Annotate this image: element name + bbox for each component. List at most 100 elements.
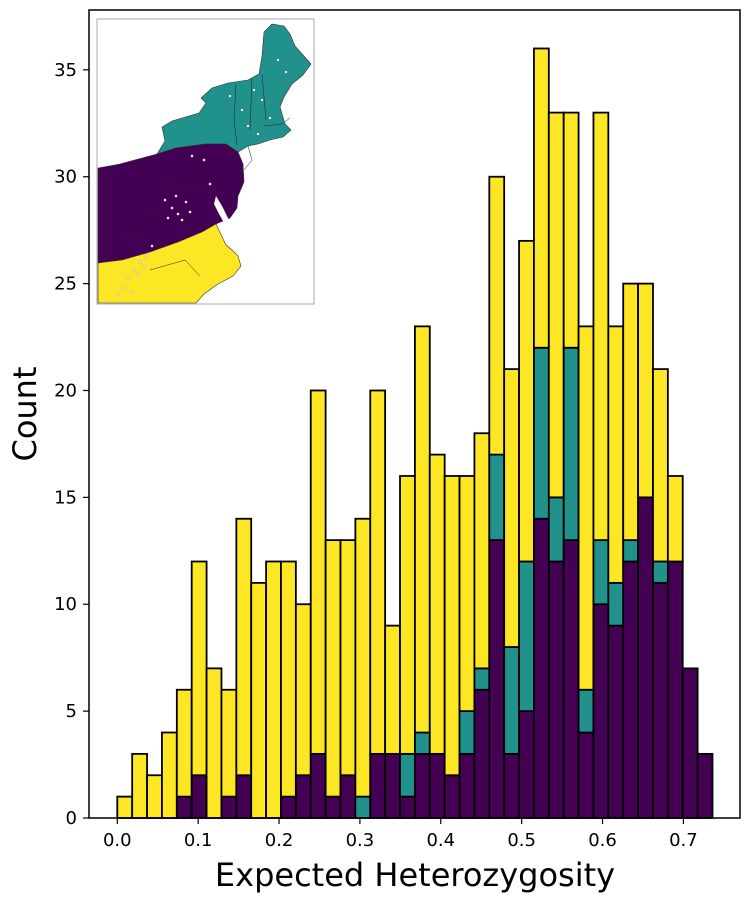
histogram-bar [354,517,372,798]
histogram-bar [250,581,268,819]
histogram-bar [399,752,416,798]
histogram-bar [473,688,491,819]
histogram-bar [473,667,491,691]
map-sample-points [116,58,288,296]
histogram-bar [458,752,476,819]
x-tick-label: 0.5 [507,830,536,851]
histogram-bar [518,239,535,563]
histogram-bar [533,517,550,819]
histogram-bar [488,539,506,819]
histogram-bar [577,325,595,691]
histogram-bar [369,752,387,819]
histogram-bar [607,325,625,584]
histogram-bar [666,475,684,563]
histogram-bar [607,581,625,627]
histogram-bar [324,795,342,819]
y-tick-label: 10 [54,594,77,615]
histogram-bar [652,560,669,584]
bars-layer [116,47,714,819]
histogram-bar [280,795,297,819]
histogram-bar [622,282,639,542]
histogram-bar [294,603,312,777]
inset-region-map [96,18,315,305]
map-boundaries [119,73,291,277]
histogram-bar [428,453,446,755]
histogram-bar [190,774,208,819]
y-tick-label: 15 [54,487,77,508]
histogram-bar [696,752,714,819]
histogram-bar [309,389,327,755]
histogram-bar [354,795,372,819]
x-tick-label: 0.2 [265,830,294,851]
x-tick-label: 0.0 [103,830,132,851]
histogram-bar [488,175,506,456]
y-tick-label: 30 [54,167,77,188]
histogram-bar [146,774,163,819]
histogram-bar [339,774,357,819]
histogram-bar [577,688,595,734]
histogram-bar [592,603,610,819]
histogram-bar [235,517,253,777]
histogram-bar [622,560,639,819]
histogram-bar [235,774,253,819]
histogram-bar [324,539,342,798]
histogram-bar [413,752,431,819]
histogram-bar [533,47,550,349]
x-axis-title: Expected Heterozygosity [215,856,615,894]
y-tick-label: 0 [66,808,77,829]
histogram-bar [413,731,431,755]
histogram-bar [503,368,520,648]
histogram-bar [652,368,669,563]
histogram-bar [607,624,625,819]
histogram-bar [175,795,193,819]
histogram-bar [339,539,357,777]
histogram-bar [443,475,461,777]
histogram-bar [443,774,461,819]
y-axis: 0 5 10 15 20 25 30 35 [54,60,89,829]
histogram-bar [309,752,327,819]
histogram-bar [458,710,476,755]
histogram-bar [503,752,520,819]
histogram-bar [562,346,580,542]
x-tick-label: 0.6 [588,830,617,851]
histogram-bar [428,752,446,819]
map-region-south [97,223,242,304]
histogram-bar [384,624,401,755]
x-tick-label: 0.4 [426,830,455,851]
histogram-bar [652,581,669,819]
histogram-bar [547,560,565,819]
histogram-bar [399,475,416,755]
y-axis-title: Count [6,366,44,461]
histogram-bar [413,325,431,734]
y-tick-label: 5 [66,701,77,722]
histogram-bar [637,282,654,499]
map-region-north [156,23,312,155]
plot-frame [88,9,741,819]
histogram-bar [577,731,595,819]
histogram-bar [547,496,565,563]
histogram-bar [637,496,654,819]
histogram-bar [562,539,580,819]
histogram-bar [190,560,208,777]
histogram-bar [518,560,535,713]
histogram-bar [592,111,610,542]
y-tick-label: 35 [54,60,77,81]
histogram-bar [265,560,282,819]
histogram-bar [681,667,699,819]
histogram-bar [473,432,491,670]
histogram-bar [533,346,550,520]
histogram-bar [488,453,506,542]
y-tick-label: 25 [54,274,77,295]
histogram-bar [294,774,312,819]
histogram-bar [399,795,416,819]
map-water [214,196,232,236]
histogram-bar [116,795,134,819]
histogram-bar [220,795,238,819]
y-tick-label: 20 [54,380,77,401]
histogram-bar [205,667,223,819]
histogram-bar [562,111,580,349]
histogram-bar [666,560,684,819]
x-tick-label: 0.1 [184,830,213,851]
